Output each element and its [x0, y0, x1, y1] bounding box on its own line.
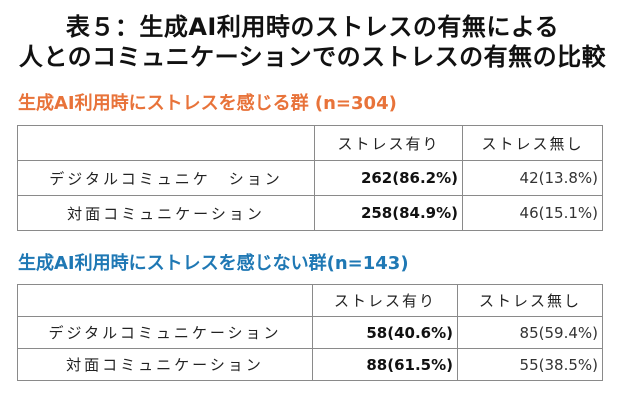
- cell-stress-no: 42(13.8%): [462, 160, 603, 196]
- table-title-line-2: 人とのコミュニケーションでのストレスの有無の比較: [18, 43, 607, 71]
- table-row: デジタルコミュニケ ション 262(86.2%) 42(13.8%): [17, 160, 603, 196]
- header-cell-stress-no: ストレス無し: [462, 125, 603, 161]
- cell-stress-yes: 262(86.2%): [314, 160, 463, 196]
- header-cell-empty: [17, 125, 315, 161]
- comparison-table-not-stressed: ストレス有り ストレス無し デジタルコミュニケーション 58(40.6%) 85…: [17, 284, 603, 381]
- table-header-row: ストレス有り ストレス無し: [17, 125, 603, 161]
- cell-stress-yes: 88(61.5%): [312, 348, 458, 381]
- cell-stress-no: 55(38.5%): [457, 348, 603, 381]
- row-label-face-to-face: 対面コミュニケーション: [17, 348, 313, 381]
- cell-stress-yes: 258(84.9%): [314, 195, 463, 231]
- header-cell-stress-yes: ストレス有り: [314, 125, 463, 161]
- header-cell-empty: [17, 284, 313, 317]
- cell-stress-yes: 58(40.6%): [312, 316, 458, 349]
- table-row: 対面コミュニケーション 88(61.5%) 55(38.5%): [17, 348, 603, 381]
- comparison-table-stressed: ストレス有り ストレス無し デジタルコミュニケ ション 262(86.2%) 4…: [17, 125, 603, 231]
- table-row: 対面コミュニケーション 258(84.9%) 46(15.1%): [17, 195, 603, 231]
- table-title-line-1: 表５：生成AI利用時のストレスの有無による: [65, 13, 560, 41]
- group-heading-not-stressed: 生成AI利用時にストレスを感じない群(n=143): [18, 253, 409, 274]
- row-label-digital: デジタルコミュニケーション: [17, 316, 313, 349]
- group-heading-stressed: 生成AI利用時にストレスを感じる群 (n=304): [18, 93, 397, 114]
- table-row: デジタルコミュニケーション 58(40.6%) 85(59.4%): [17, 316, 603, 349]
- header-cell-stress-yes: ストレス有り: [312, 284, 458, 317]
- table-header-row: ストレス有り ストレス無し: [17, 284, 603, 317]
- row-label-face-to-face: 対面コミュニケーション: [17, 195, 315, 231]
- cell-stress-no: 85(59.4%): [457, 316, 603, 349]
- header-cell-stress-no: ストレス無し: [457, 284, 603, 317]
- row-label-digital: デジタルコミュニケ ション: [17, 160, 315, 196]
- cell-stress-no: 46(15.1%): [462, 195, 603, 231]
